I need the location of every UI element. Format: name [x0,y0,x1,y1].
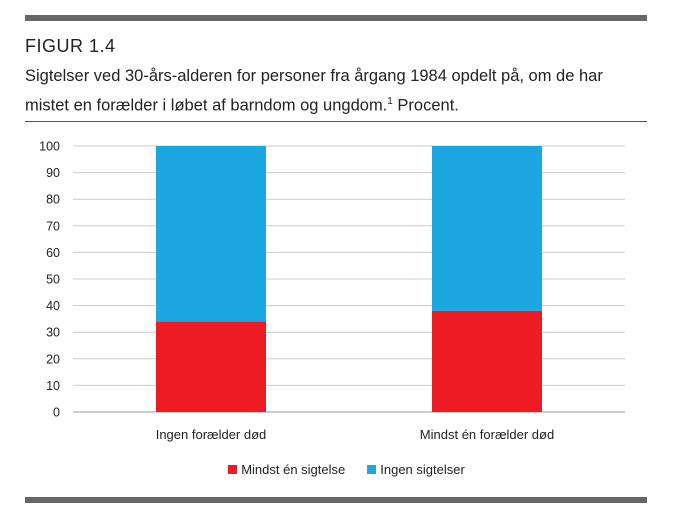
y-tick-label: 70 [46,219,60,233]
legend-label-red: Mindst én sigtelse [241,462,346,477]
caption-main: Sigtelser ved 30-års-alderen for persone… [25,67,603,115]
y-tick-label: 10 [46,379,60,393]
x-category-label: Mindst én forælder død [420,427,554,442]
legend-label-blue: Ingen sigtelser [380,462,465,477]
legend-swatch-blue [367,465,377,474]
x-axis-categories: Ingen forælder død Mindst én forælder død [156,427,554,442]
y-axis-ticks: 0 10 20 30 40 50 60 70 80 90 100 [39,140,60,420]
bars [156,146,542,412]
y-tick-label: 0 [53,406,60,420]
y-tick-label: 30 [46,326,60,340]
caption-tail: Procent. [392,96,459,115]
bar-segment-red [156,321,266,412]
x-category-label: Ingen forælder død [156,427,267,442]
figure-caption: Sigtelser ved 30-års-alderen for persone… [25,63,645,119]
legend-item-blue: Ingen sigtelser [367,462,465,477]
legend-item-red: Mindst én sigtelse [228,462,345,477]
bar-segment-red [432,310,542,412]
y-tick-label: 100 [39,140,60,154]
bar-segment-blue [432,146,542,311]
y-tick-label: 60 [46,246,60,260]
chart-legend: Mindst én sigtelse Ingen sigtelser [0,462,693,477]
y-tick-label: 50 [46,273,60,287]
bottom-rule [25,497,647,503]
y-tick-label: 40 [46,299,60,313]
caption-divider [25,121,647,122]
y-tick-label: 20 [46,352,60,366]
figure-label: FIGUR 1.4 [25,36,116,56]
grid-lines [73,145,625,413]
top-rule [25,15,647,21]
bar-segment-blue [156,146,266,322]
y-tick-label: 90 [46,166,60,180]
legend-swatch-red [228,465,238,474]
caption-footnote-marker: 1 [387,96,393,107]
y-tick-label: 80 [46,193,60,207]
